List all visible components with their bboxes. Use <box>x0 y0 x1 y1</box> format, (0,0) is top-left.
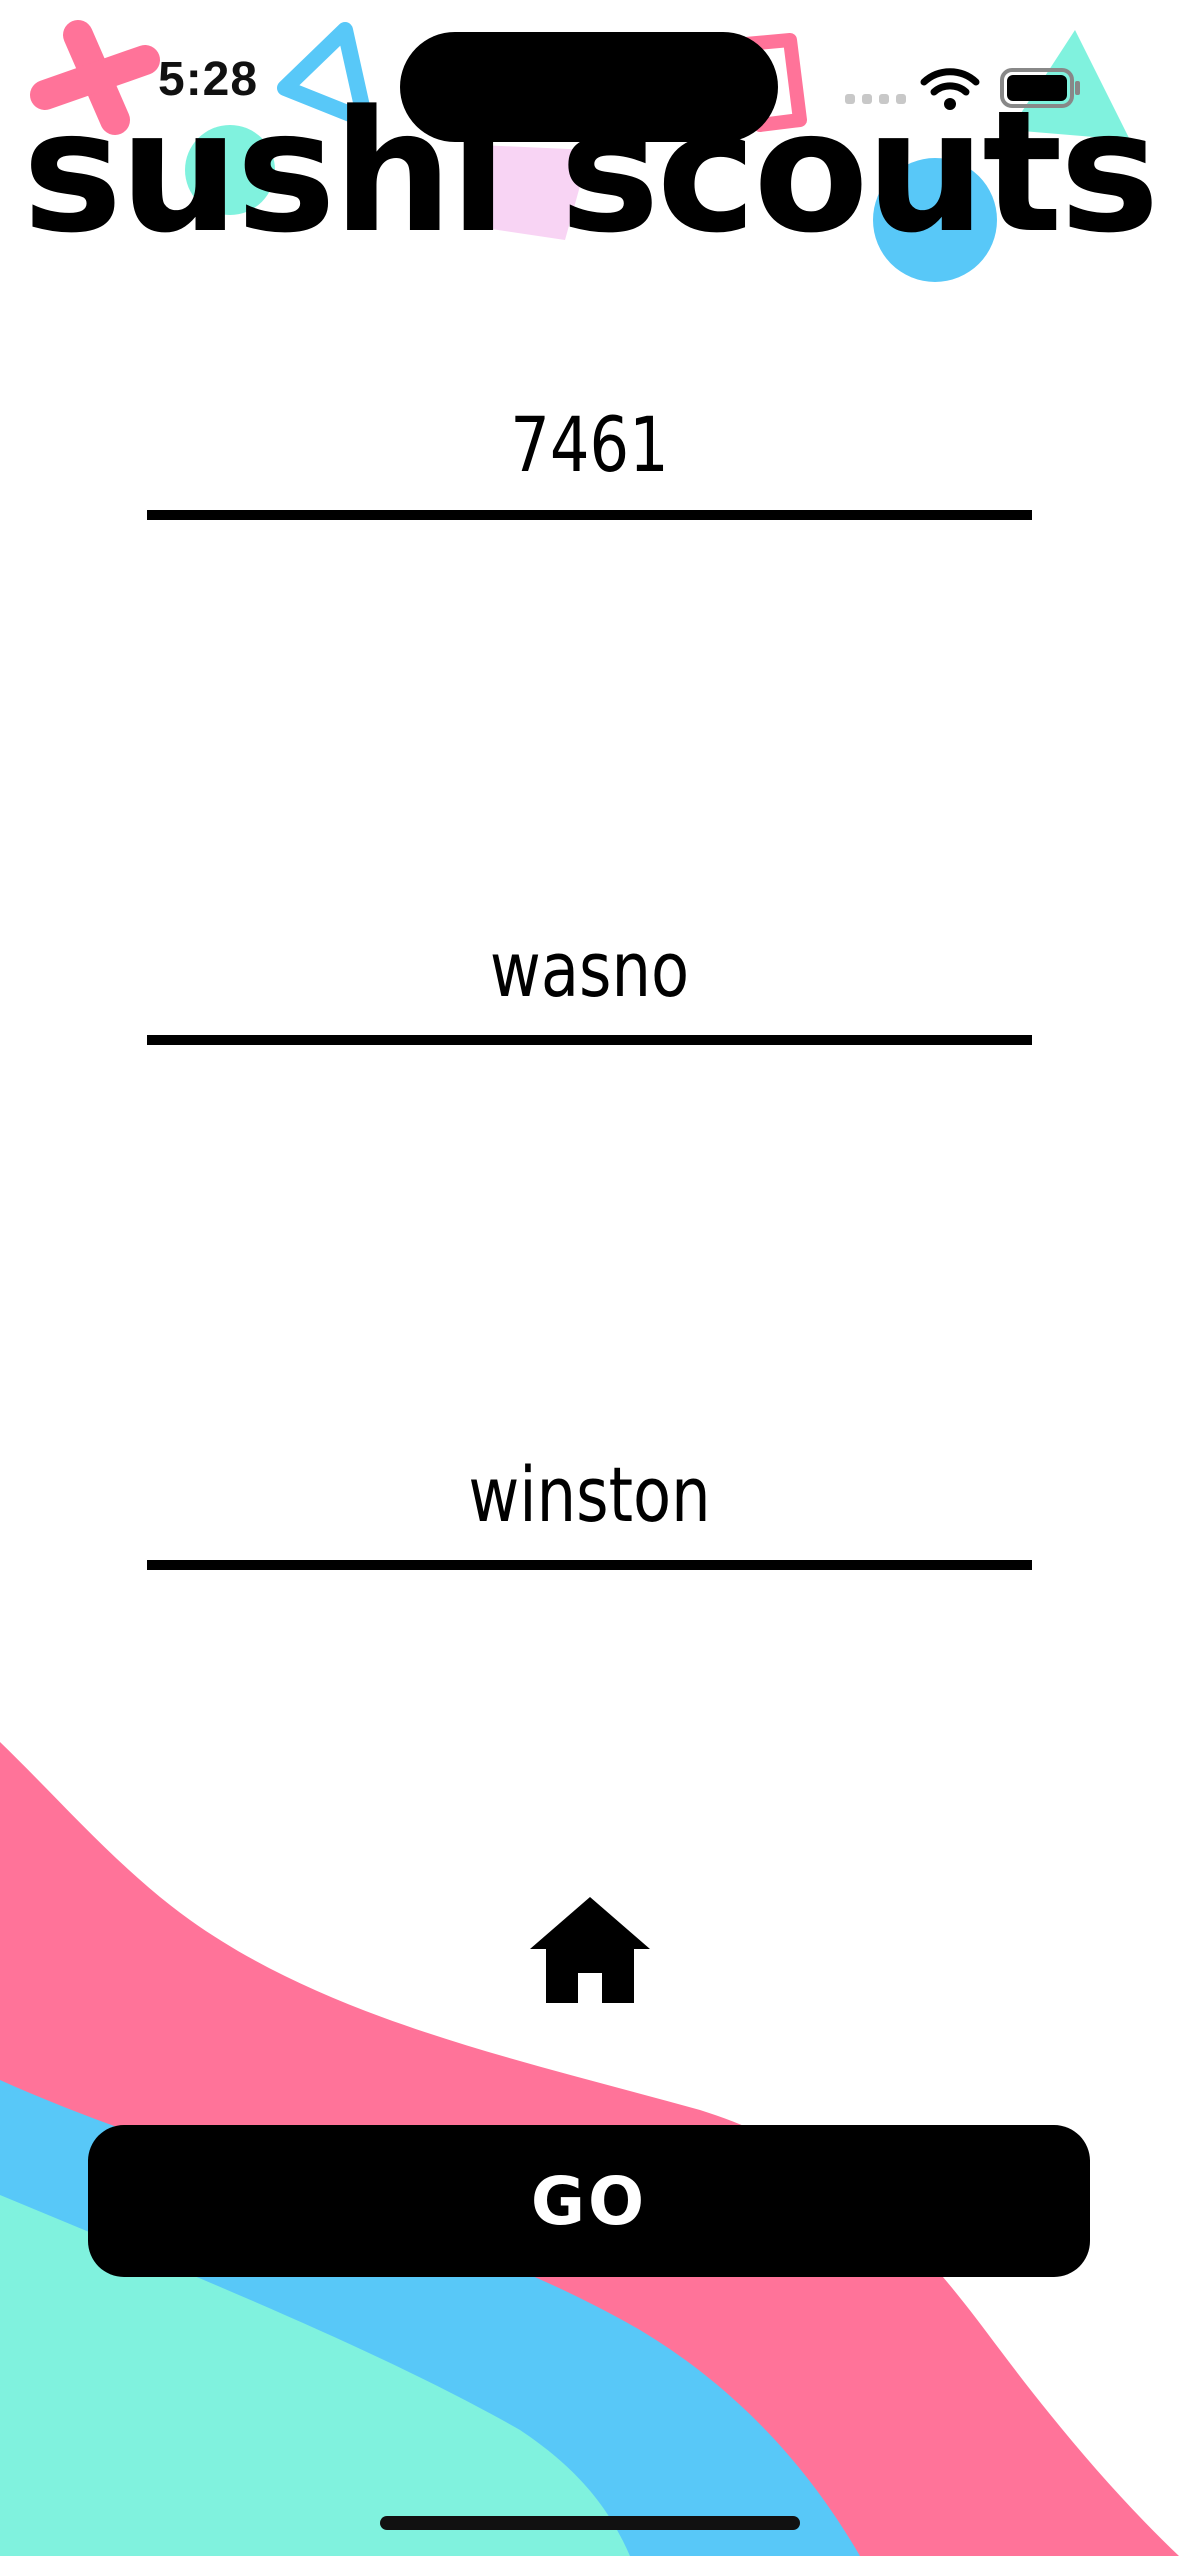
scouter-name-value[interactable]: wasno <box>489 925 690 1014</box>
go-button-label: GO <box>530 2162 648 2240</box>
dynamic-island <box>400 32 778 142</box>
home-icon[interactable] <box>528 1895 652 2005</box>
mint-wave <box>0 2195 630 2556</box>
second-name-field[interactable]: winston <box>147 1450 1032 1570</box>
team-number-value[interactable]: 7461 <box>510 400 669 489</box>
field-underline <box>147 1560 1032 1570</box>
status-time: 5:28 <box>158 53 259 106</box>
go-button[interactable]: GO <box>88 2125 1090 2277</box>
cellular-signal-icon <box>845 94 906 104</box>
scouter-name-field[interactable]: wasno <box>147 925 1032 1045</box>
blue-circle <box>873 158 997 282</box>
second-name-value[interactable]: winston <box>468 1450 711 1539</box>
blue-triangle-outline <box>277 22 373 128</box>
battery-icon <box>1000 68 1080 108</box>
wifi-icon <box>920 68 980 110</box>
mint-circle <box>185 125 275 215</box>
field-underline <box>147 1035 1032 1045</box>
field-underline <box>147 510 1032 520</box>
home-indicator[interactable] <box>380 2516 800 2530</box>
light-pink-shape <box>465 145 590 240</box>
pink-x-shape <box>30 20 160 135</box>
team-number-field[interactable]: 7461 <box>147 400 1032 520</box>
